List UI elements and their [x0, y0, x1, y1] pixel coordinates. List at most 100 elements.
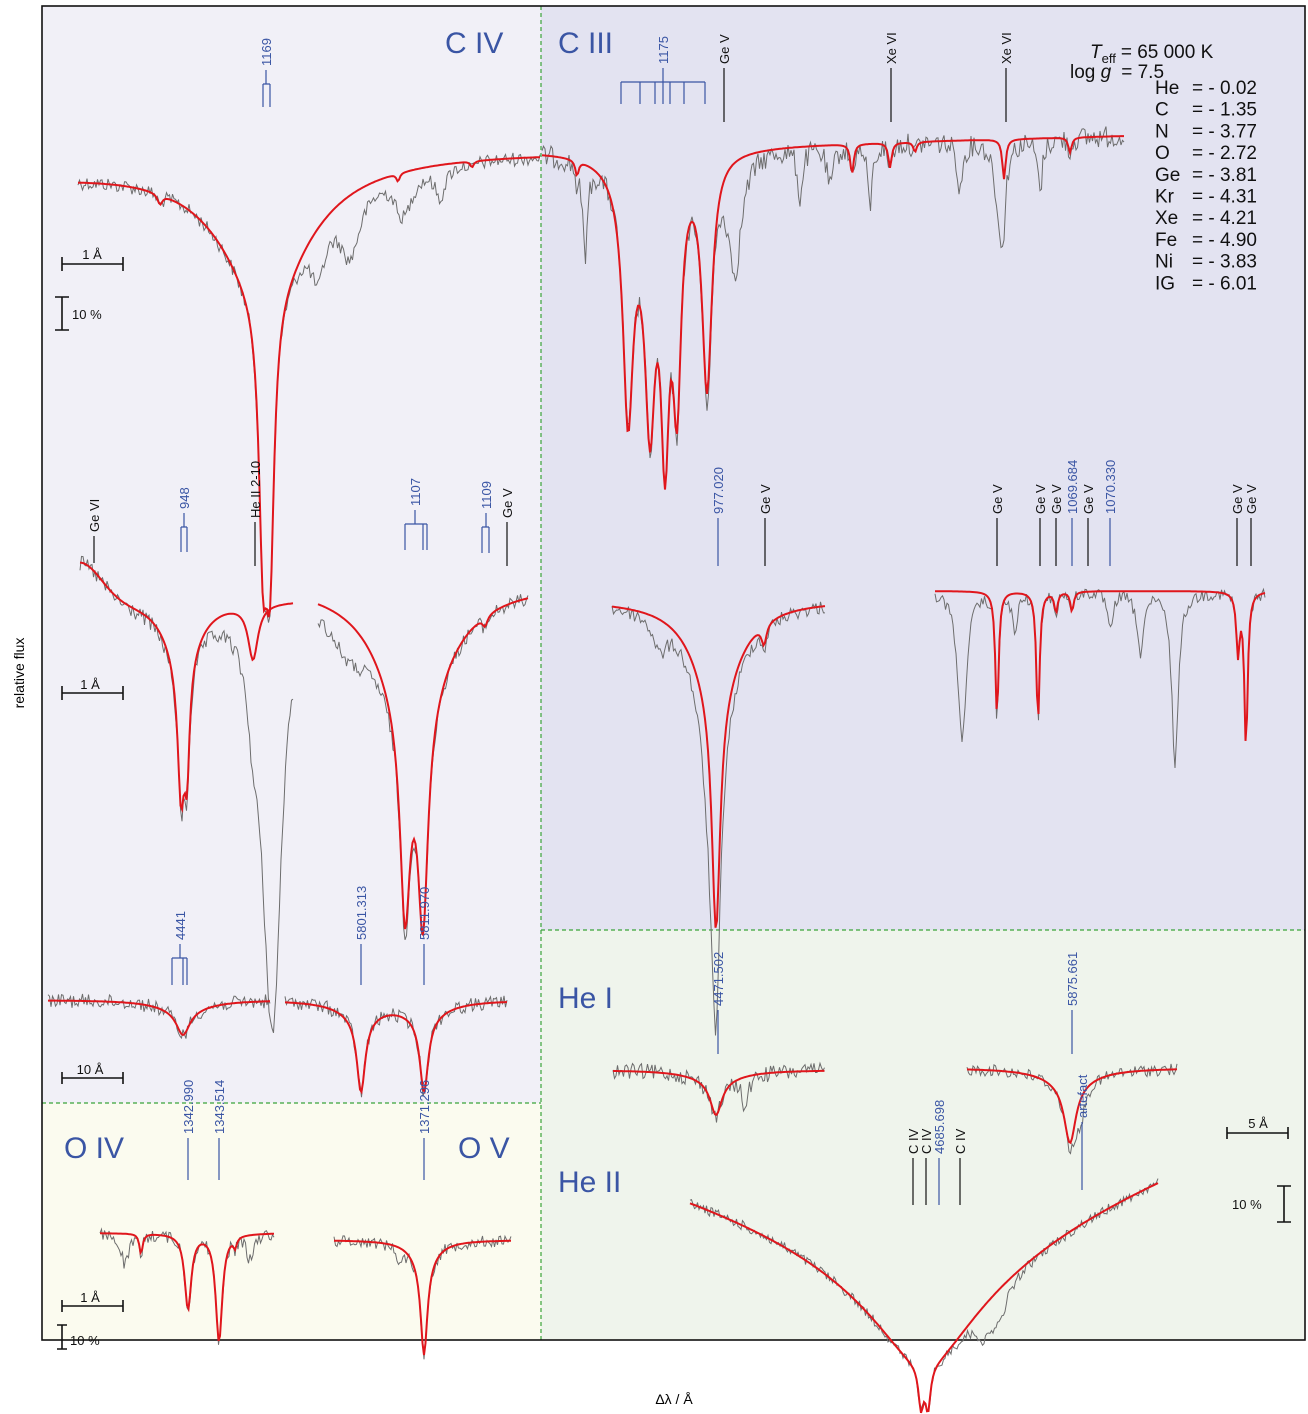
observed-spectrum-ciii — [541, 126, 1125, 489]
scalebar-civ-wavelength-label: 1 Å — [82, 247, 102, 262]
line-id-label: 1342.990 — [181, 1080, 196, 1134]
model-spectrum-heii — [689, 1182, 1159, 1414]
line-id-Ge-V: Ge V — [500, 488, 515, 566]
scalebar-helium-flux: 10 % — [1232, 1185, 1291, 1223]
abundance-value: = - 3.81 — [1192, 165, 1257, 186]
line-id-Ge-V: Ge V — [1230, 484, 1245, 566]
abundance-value: = - 0.02 — [1192, 78, 1257, 99]
line-id-label: 977.020 — [711, 467, 726, 514]
abundance-element: Ni — [1155, 252, 1173, 273]
line-id-label: 948 — [177, 487, 192, 509]
line-id-Xe-VI: Xe VI — [999, 32, 1014, 122]
abundance-element: O — [1155, 143, 1170, 164]
line-id-5811.970: 5811.970 — [417, 887, 432, 985]
bg-oxygen-panel — [42, 1103, 541, 1340]
model-spectrum-c1107 — [317, 597, 529, 936]
line-id-label: Ge V — [1230, 484, 1245, 514]
model-spectrum-hei4471 — [612, 1069, 825, 1117]
line-id-1371.296: 1371.296 — [417, 1080, 432, 1180]
model-spectrum-o5 — [333, 1239, 511, 1356]
model-spectrum-c4441 — [48, 999, 270, 1037]
line-id-5801.313: 5801.313 — [354, 886, 369, 985]
model-spectrum-c977 — [611, 605, 826, 928]
line-id-artefact: artefact — [1075, 1074, 1090, 1190]
label-ov: O V — [458, 1132, 510, 1165]
line-id-977.020: 977.020 — [711, 467, 726, 566]
model-spectrum-civ — [78, 156, 540, 618]
line-id-label: Ge V — [717, 34, 732, 64]
line-id-4471.502: 4471.502 — [711, 952, 726, 1054]
line-id-label: He II 2-10 — [248, 461, 263, 518]
abundance-value: = - 3.83 — [1192, 252, 1257, 273]
scalebar-civ-flux: 10 % — [55, 296, 102, 331]
line-id-label: Ge V — [990, 484, 1005, 514]
label-ciii: C III — [558, 27, 613, 60]
line-id-label: 1343.514 — [212, 1080, 227, 1134]
abundance-value: = - 2.72 — [1192, 143, 1257, 164]
abundance-value: = - 1.35 — [1192, 100, 1257, 121]
x-axis-label: Δλ / Å — [655, 1391, 693, 1407]
line-id-label: Ge V — [758, 484, 773, 514]
line-id-label: Ge V — [1033, 484, 1048, 514]
line-id-Ge-V: Ge V — [1049, 484, 1064, 566]
teff-subscript: eff — [1102, 51, 1117, 66]
observed-spectrum-c948 — [79, 555, 294, 1033]
line-id-label: 4471.502 — [711, 952, 726, 1006]
abundance-element: Fe — [1155, 230, 1177, 251]
logg-value: = 7.5 — [1121, 62, 1164, 83]
line-id-label: 5801.313 — [354, 886, 369, 940]
line-id-label: Xe VI — [999, 32, 1014, 64]
line-id-label: Ge V — [1081, 484, 1096, 514]
line-id-948: 948 — [177, 487, 192, 552]
line-id-label: Ge V — [500, 488, 515, 518]
line-id-label: Xe VI — [884, 32, 899, 64]
abundance-value: = - 4.90 — [1192, 230, 1257, 251]
line-id-label: 1371.296 — [417, 1080, 432, 1134]
line-id-label: C IV — [919, 1128, 934, 1154]
line-id-Ge-V: Ge V — [1081, 484, 1096, 566]
stellar-parameters: Teff = 65 000 K log g = 7.5 — [1070, 42, 1214, 83]
abundance-value: = - 3.77 — [1192, 121, 1257, 142]
scalebar-oxygen-wavelength-label: 1 Å — [80, 1290, 100, 1305]
logg-prefix: log — [1070, 62, 1101, 83]
model-spectrum-ciii — [541, 135, 1124, 490]
label-civ: C IV — [445, 27, 503, 60]
label-hei: He I — [558, 982, 613, 1015]
scalebar-civ-wavelength: 1 Å — [61, 247, 124, 271]
line-id-label: 4685.698 — [932, 1100, 947, 1154]
line-id-label: Ge V — [1244, 484, 1259, 514]
observed-spectrum-c4441 — [47, 993, 271, 1040]
scalebar-helium-wavelength-label: 5 Å — [1248, 1116, 1268, 1131]
teff-symbol: T — [1090, 42, 1103, 63]
line-id-1069.684: 1069.684 — [1065, 460, 1080, 566]
model-spectrum-c1070 — [935, 590, 1266, 741]
line-id-1175: 1175 — [620, 36, 706, 104]
line-id-label: artefact — [1075, 1074, 1090, 1118]
line-id-label: 1107 — [408, 478, 423, 506]
line-id-1070.330: 1070.330 — [1103, 460, 1118, 566]
line-id-label: 5811.970 — [417, 887, 432, 940]
line-id-4685.698: 4685.698 — [932, 1100, 947, 1205]
observed-spectrum-c5801 — [284, 995, 508, 1098]
observed-spectrum-hei4471 — [612, 1061, 825, 1123]
scalebar-optical-wavelength-label: 10 Å — [77, 1062, 104, 1077]
line-id-label: 1109 — [479, 481, 494, 509]
line-id-1109: 1109 — [479, 481, 494, 553]
abundance-element: Ge — [1155, 165, 1180, 186]
line-id-label: 1175 — [656, 36, 671, 64]
line-id-label: 1069.684 — [1065, 460, 1080, 514]
teff-value: = 65 000 K — [1121, 42, 1214, 63]
line-id-label: 5875.661 — [1065, 952, 1080, 1006]
line-id-C-IV: C IV — [906, 1128, 921, 1205]
abundance-element: N — [1155, 121, 1169, 142]
line-id-label: 1070.330 — [1103, 460, 1118, 514]
scalebar-helium-flux-label: 10 % — [1232, 1197, 1262, 1212]
line-id-1343.514: 1343.514 — [212, 1080, 227, 1180]
scalebar-mid-wavelength-label: 1 Å — [80, 677, 100, 692]
scalebar-oxygen-wavelength: 1 Å — [61, 1290, 124, 1312]
bg-helium-panel — [541, 930, 1305, 1340]
abundance-table: He = - 0.02 C = - 1.35 N = - 3.77 O = - 2.72 Ge =… — [1155, 78, 1257, 294]
line-id-Ge-V: Ge V — [758, 484, 773, 566]
scalebar-civ-flux-label: 10 % — [72, 307, 102, 322]
svg-text:log g= 7.5: log g = 7.5 — [1070, 62, 1164, 83]
